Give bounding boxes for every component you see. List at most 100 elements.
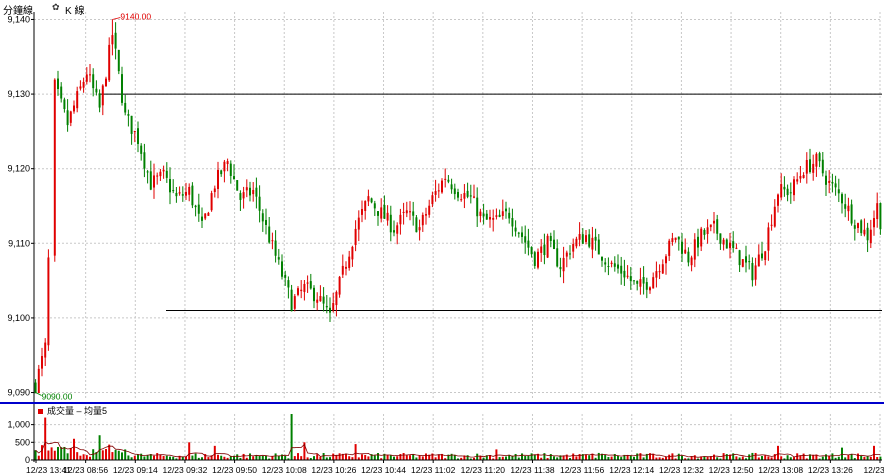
candle-body [521,232,523,237]
candle-body [533,252,536,266]
volume-bar [505,456,507,460]
candle-body [146,171,149,173]
candle-body [601,256,603,261]
candle-body [681,241,683,254]
candle-body [853,225,856,229]
volume-bar [713,454,715,460]
candle-body [796,179,799,182]
candle-body [172,190,175,192]
candle-body [677,236,680,240]
volume-bar [271,456,274,460]
chart-type-label[interactable]: K 線 [65,6,85,17]
candle-body [556,248,559,267]
candle-body [143,152,146,169]
candle-body [831,181,834,184]
candle-body [73,105,75,112]
candle-body [261,213,264,222]
volume-bar [329,457,331,460]
min-label: 9090.00 [42,392,73,402]
volume-bar [793,457,795,460]
candle-body [540,246,543,253]
volume-bar [543,453,546,460]
volume-bar [805,458,808,460]
candle-body [300,289,303,292]
candle-body [511,218,514,227]
volume-bar [636,453,639,460]
candle-body [351,246,354,260]
candlestick-series [34,19,882,394]
legend-swatch [38,409,43,415]
candle-body [335,291,338,306]
reference-lines [100,93,882,311]
gear-icon[interactable]: ✿ [52,2,60,12]
candle-body [729,242,731,249]
candle-body [357,217,360,230]
volume-bar [642,457,645,460]
volume-bar [681,455,683,460]
volume-bar [863,456,866,460]
candle-body [316,299,319,303]
candle-body [834,183,837,188]
candle-body [201,216,203,221]
candle-body [69,111,72,123]
candle-body [114,32,117,49]
candle-body [636,280,639,284]
time-tick-label: 12/23 12:50 [709,465,754,475]
volume-bar [89,456,91,460]
volume-bar [383,453,386,460]
candle-body [799,176,802,179]
candle-body [380,207,383,219]
volume-bar [386,454,389,460]
volume-bar [770,457,773,460]
candle-body [274,240,277,256]
candle-body [428,205,431,215]
candle-body [578,234,581,240]
volume-bar [754,452,757,460]
volume-bar [162,455,165,460]
candle-body [396,225,399,234]
volume-bar [127,455,130,460]
volume-bar [757,457,760,460]
candle-body [431,195,434,205]
volume-bar [732,453,735,460]
volume-bar [473,457,475,460]
candle-body [313,287,315,302]
volume-bar [124,449,127,460]
volume-bar [370,454,373,460]
volume-bar [418,455,421,460]
volume-bar [585,454,587,460]
candle-body [361,209,363,215]
volume-bar [69,447,72,460]
volume-bar [153,455,155,460]
candle-body [530,246,533,255]
candle-body [709,224,712,228]
candle-body [764,251,767,261]
volume-bar [834,457,837,460]
candle-body [514,227,517,232]
volume-bar [82,454,85,460]
candle-body [322,296,325,304]
extreme-annotations: 9140.00 9090.00 [35,11,151,402]
candle-body [53,79,56,256]
candle-body [137,128,139,144]
candle-body [869,229,872,243]
candle-body [562,257,565,272]
volume-bar [111,452,114,460]
volume-bar [530,453,533,460]
candle-body [719,233,722,244]
candle-body [453,188,456,195]
volume-bar [268,458,271,460]
candle-body [610,262,613,264]
candle-body [47,257,50,346]
candle-body [537,251,539,268]
candle-body [617,264,619,269]
candle-body [620,265,623,274]
volume-bar [367,456,370,460]
candle-body [738,250,741,266]
volume-bar [441,453,443,460]
candle-body [543,244,546,256]
candle-body [377,211,379,216]
volume-bar [485,455,488,460]
candle-body [572,243,575,252]
time-tick-label: 12/23 10:26 [311,465,356,475]
